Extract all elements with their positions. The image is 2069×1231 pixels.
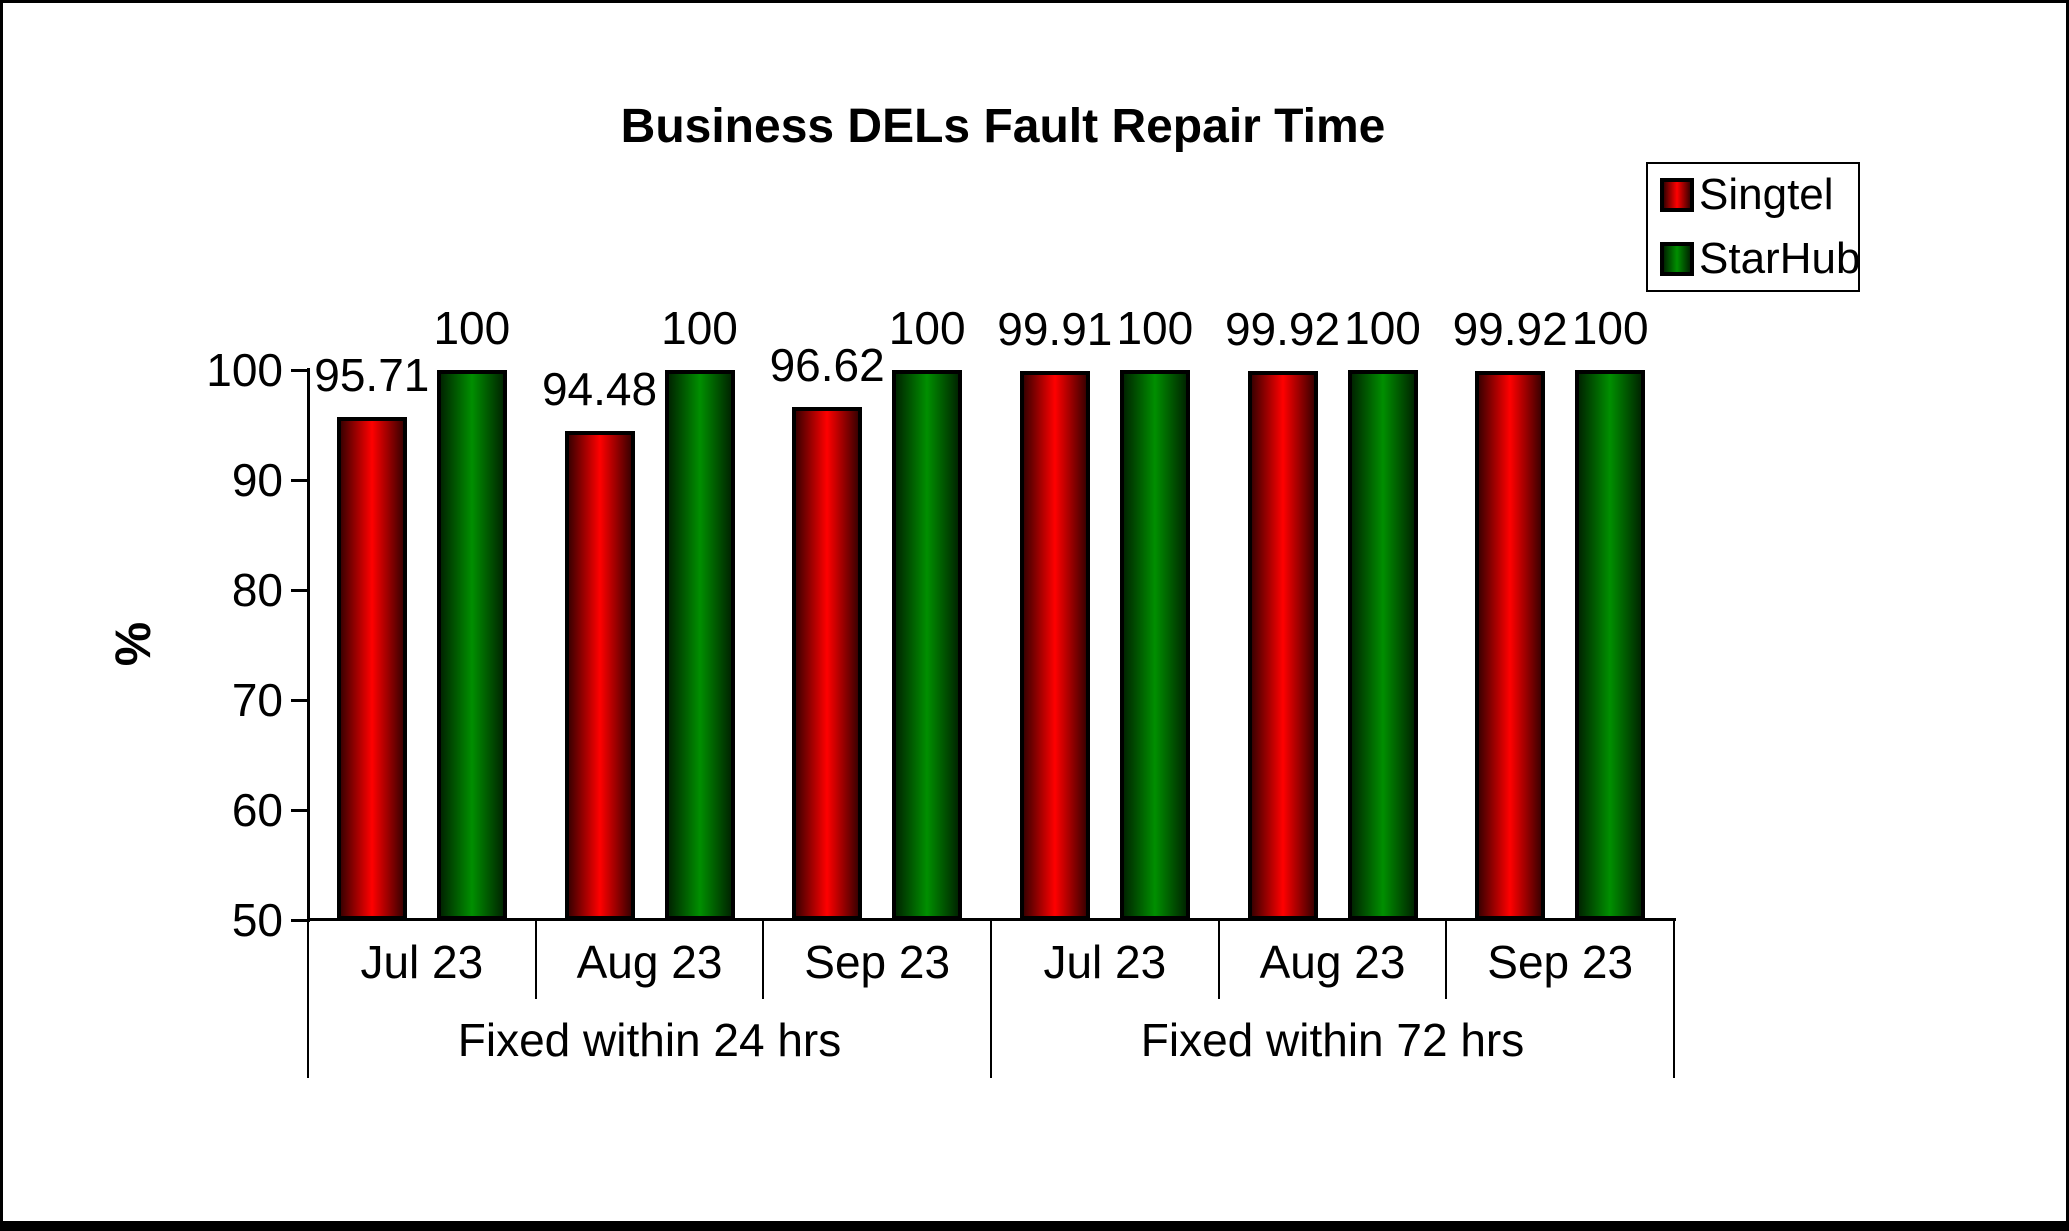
- singtel-bar: [1247, 370, 1318, 920]
- singtel-bar: [1019, 370, 1090, 920]
- x-group-label: Fixed within 72 hrs: [1140, 1014, 1525, 1066]
- category-month-separator: [1217, 920, 1220, 999]
- singtel-bar: [336, 417, 407, 920]
- singtel-swatch-icon: [1660, 178, 1694, 212]
- singtel-data-label: 99.92: [1224, 302, 1341, 355]
- x-month-label: Jul 23: [1043, 936, 1167, 988]
- legend: Singtel StarHub: [1646, 162, 1860, 292]
- starhub-data-label: 100: [1571, 302, 1649, 354]
- singtel-data-label: 94.48: [541, 362, 658, 415]
- y-tick-mark: [291, 809, 308, 812]
- legend-label-starhub: StarHub: [1699, 234, 1861, 283]
- starhub-swatch-icon: [1660, 242, 1694, 276]
- starhub-bar: [436, 370, 507, 920]
- y-tick-mark: [291, 369, 308, 372]
- starhub-data-label: 100: [1344, 302, 1421, 354]
- y-tick-mark: [291, 699, 308, 702]
- x-group-label: Fixed within 24 hrs: [457, 1014, 842, 1066]
- starhub-data-label: 100: [888, 302, 966, 354]
- category-month-separator: [1445, 920, 1448, 999]
- singtel-data-label: 99.91: [997, 302, 1113, 355]
- singtel-data-label: 99.92: [1452, 302, 1568, 355]
- starhub-bar: [1575, 370, 1646, 920]
- x-month-label: Sep 23: [804, 936, 951, 988]
- y-tick-mark: [291, 479, 308, 482]
- category-group-separator: [990, 920, 992, 1078]
- x-month-label: Aug 23: [576, 936, 723, 988]
- y-tick-mark: [291, 589, 308, 592]
- legend-item-singtel: Singtel: [1660, 173, 1858, 217]
- y-tick-label: 80: [231, 564, 283, 616]
- category-month-separator: [534, 920, 537, 999]
- y-tick-mark: [291, 919, 308, 922]
- starhub-bar: [664, 370, 735, 920]
- y-tick-label: 70: [231, 674, 283, 726]
- chart-title: Business DELs Fault Repair Time: [620, 100, 1386, 153]
- category-month-separator: [762, 920, 765, 999]
- y-tick-label: 60: [231, 784, 283, 836]
- legend-label-singtel: Singtel: [1699, 170, 1834, 219]
- x-axis-line: [308, 918, 1676, 921]
- singtel-bar: [1475, 370, 1546, 920]
- x-month-label: Jul 23: [360, 936, 484, 988]
- category-group-separator: [307, 920, 309, 1078]
- y-tick-label: 100: [206, 344, 283, 396]
- y-tick-label: 50: [231, 894, 283, 946]
- y-axis-label: %: [105, 621, 161, 667]
- singtel-data-label: 95.71: [314, 349, 430, 402]
- singtel-bar: [792, 407, 863, 920]
- y-tick-label: 90: [231, 454, 283, 506]
- starhub-data-label: 100: [433, 302, 511, 354]
- starhub-data-label: 100: [661, 302, 738, 354]
- starhub-data-label: 100: [1116, 302, 1194, 354]
- x-month-label: Sep 23: [1487, 936, 1634, 988]
- y-axis-line: [307, 368, 310, 922]
- singtel-data-label: 96.62: [769, 339, 885, 392]
- category-group-separator: [1673, 920, 1675, 1078]
- x-month-label: Aug 23: [1259, 936, 1406, 988]
- singtel-bar: [564, 430, 635, 920]
- starhub-bar: [892, 370, 963, 920]
- legend-item-starhub: StarHub: [1660, 234, 1861, 283]
- starhub-bar: [1119, 370, 1190, 920]
- starhub-bar: [1347, 370, 1418, 920]
